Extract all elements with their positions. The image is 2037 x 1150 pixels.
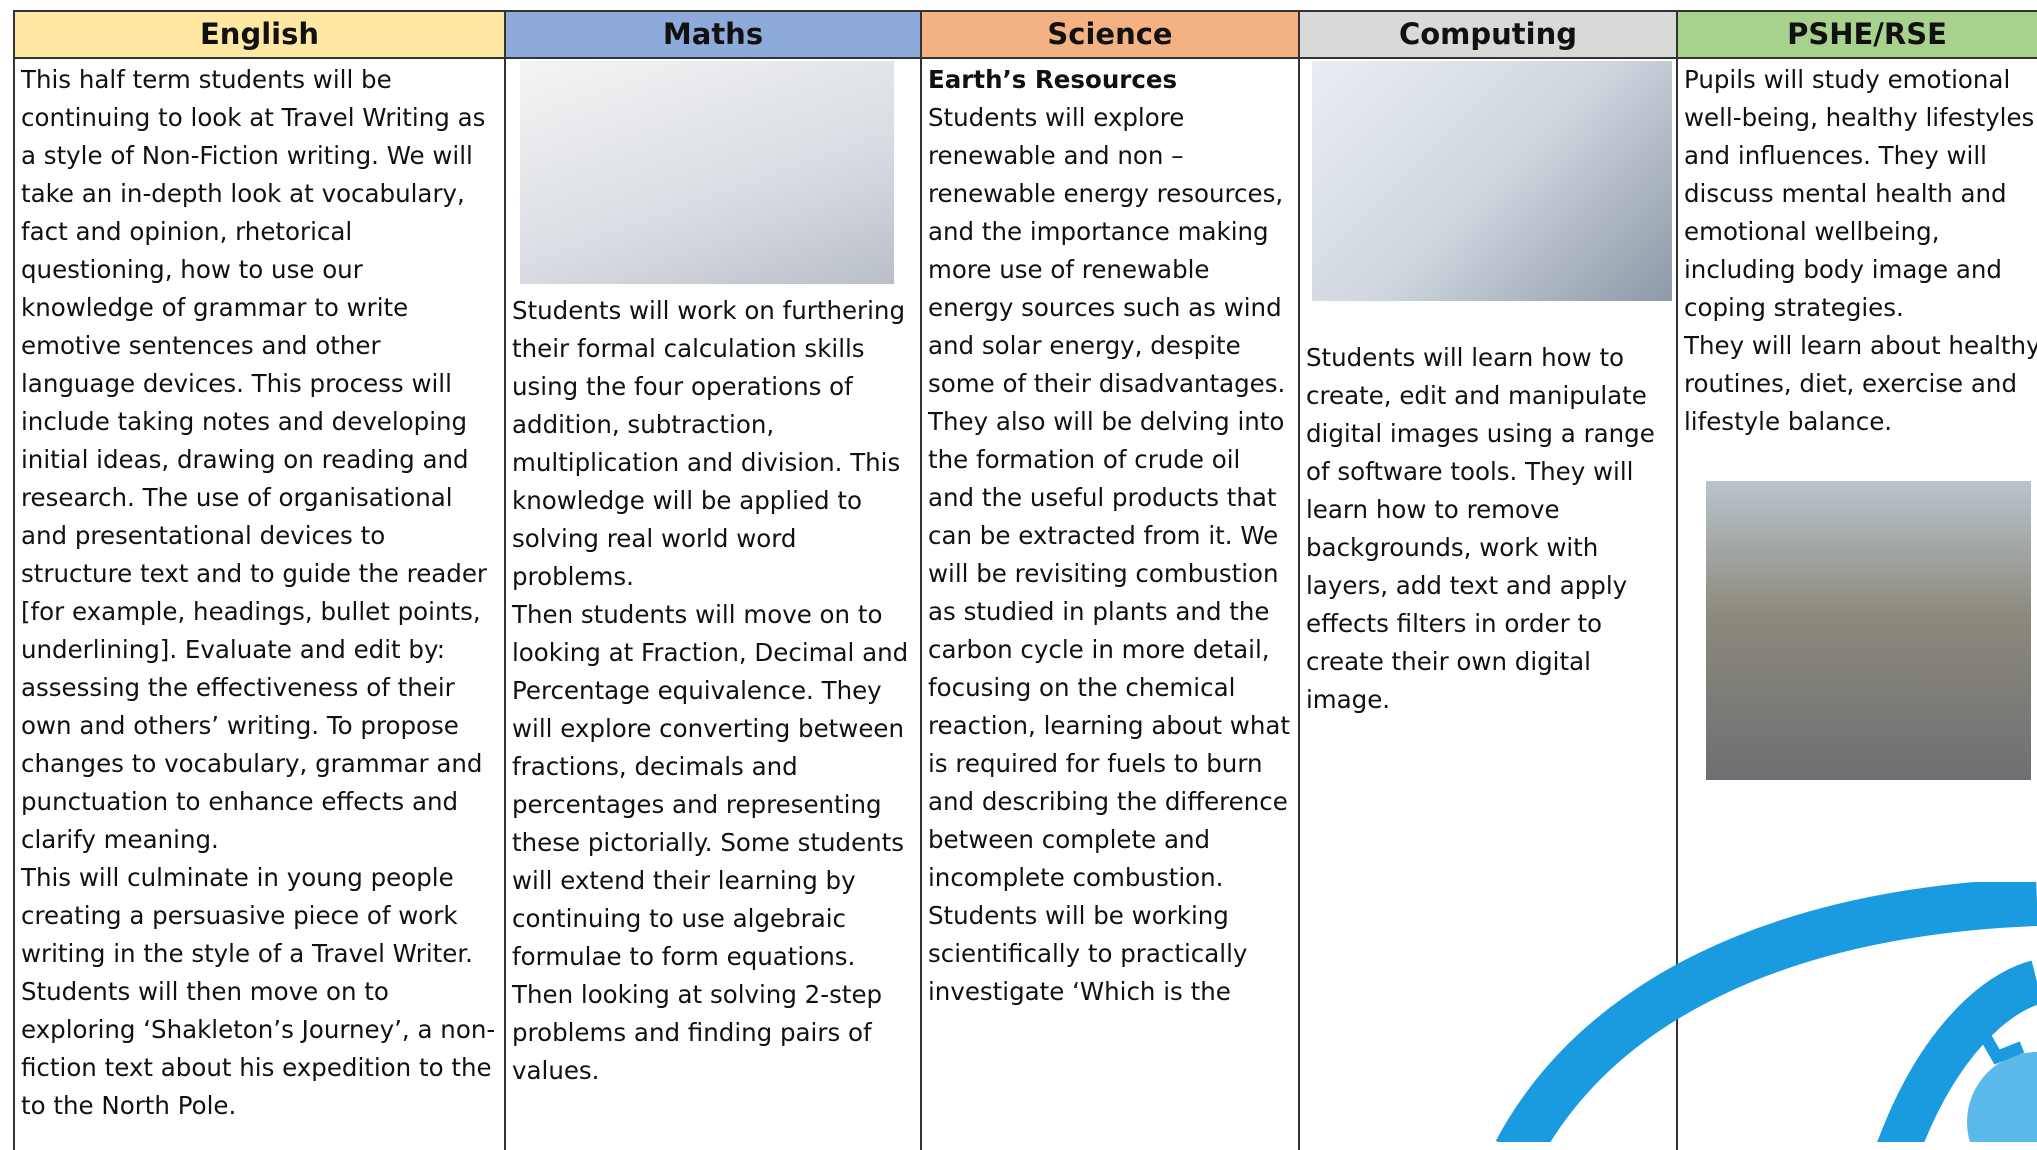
subject-body: Pupils will study emotional well-being, … xyxy=(1678,59,2037,790)
paragraph: Students will work on furthering their f… xyxy=(512,296,906,591)
paragraph: Then students will move on to looking at… xyxy=(512,600,909,1085)
pshe-image xyxy=(1706,481,2031,780)
subject-body: Students will learn how to create, edit … xyxy=(1300,59,1676,721)
subject-header: Computing xyxy=(1300,10,1676,59)
subject-header: Maths xyxy=(506,10,920,59)
computing-image xyxy=(1312,61,1672,301)
subject-body: Students will work on furthering their f… xyxy=(506,59,920,1092)
paragraph: This will culminate in young people crea… xyxy=(21,863,496,1120)
paragraph: Pupils will study emotional well-being, … xyxy=(1684,65,2035,322)
subject-column: Maths Students will work on furthering th… xyxy=(504,10,920,1150)
paragraph: Students will learn how to create, edit … xyxy=(1306,343,1655,714)
section-heading: Earth’s Resources xyxy=(928,65,1178,94)
paragraph: They will learn about healthy routines, … xyxy=(1684,331,2037,436)
paragraph: Students will be working scientifically … xyxy=(928,901,1248,1006)
subject-header: PSHE/RSE xyxy=(1678,10,2037,59)
subject-column: Computing Students will learn how to crea… xyxy=(1298,10,1676,1150)
paragraph: This half term students will be continui… xyxy=(21,65,487,854)
paragraph: Students will explore renewable and non … xyxy=(928,103,1290,892)
subject-column: PSHE/RSE Pupils will study emotional well… xyxy=(1676,10,2037,1150)
subject-column: Science Earth’s Resources Students will e… xyxy=(920,10,1298,1150)
subject-body: Earth’s Resources Students will explore … xyxy=(922,59,1298,1013)
subject-header: Science xyxy=(922,10,1298,59)
decoration xyxy=(1495,882,2037,1142)
subject-header: English xyxy=(15,10,504,59)
curriculum-table: English This half term students will be c… xyxy=(13,10,2037,1150)
subject-column: English This half term students will be c… xyxy=(13,10,504,1150)
maths-image xyxy=(520,61,894,284)
subject-body: This half term students will be continui… xyxy=(15,59,504,1127)
